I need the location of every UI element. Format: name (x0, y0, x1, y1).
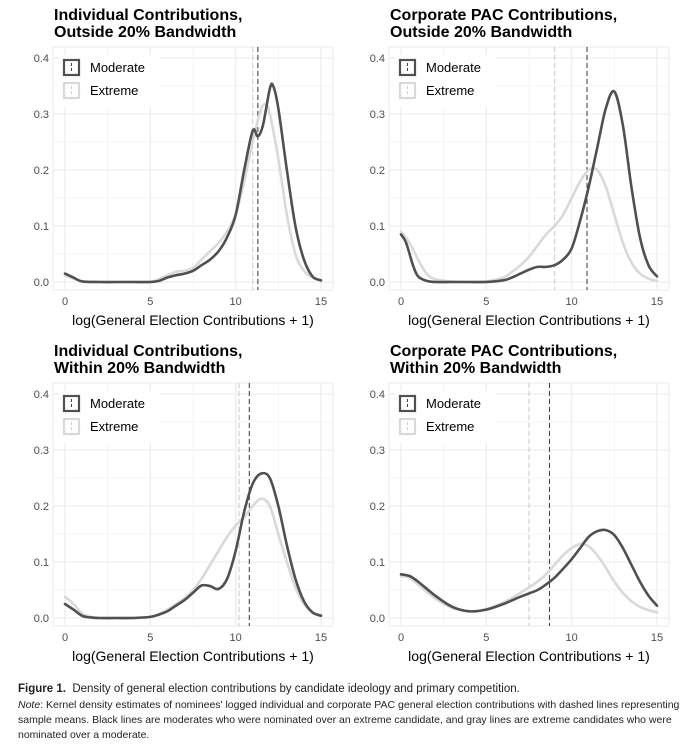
chart-title-line1: Corporate PAC Contributions, (390, 7, 617, 24)
legend-key-extreme (62, 417, 81, 436)
legend-label-moderate: Moderate (426, 60, 481, 75)
chart-panel-3: Individual Contributions,Within 20% Band… (34, 343, 334, 664)
figure-caption-text: Density of general election contribution… (72, 683, 520, 695)
y-tick-label: 0.0 (34, 277, 49, 289)
note-label: Note (18, 699, 41, 711)
density-line-moderate (399, 89, 659, 284)
legend-label-extreme: Extreme (426, 419, 474, 434)
legend-key-extreme (398, 81, 417, 100)
legend: Moderate Extreme (395, 391, 495, 443)
x-tick-label: 0 (62, 632, 68, 644)
x-axis-label: log(General Election Contributions + 1) (408, 648, 650, 664)
chart-title-line1: Individual Contributions, (54, 343, 242, 360)
chart-panel-2: Corporate PAC Contributions,Outside 20% … (370, 7, 670, 328)
legend: Moderate Extreme (59, 55, 159, 107)
y-tick-label: 0.1 (34, 557, 49, 569)
note-text: : Kernel density estimates of nominees' … (18, 699, 680, 741)
chart-panel-4: Corporate PAC Contributions,Within 20% B… (370, 343, 670, 664)
x-tick-label: 0 (398, 296, 404, 308)
density-line-moderate (399, 528, 659, 613)
legend-key-moderate (398, 394, 417, 413)
legend-label-moderate: Moderate (426, 396, 481, 411)
x-tick-label: 5 (147, 296, 153, 308)
y-tick-label: 0.1 (370, 221, 385, 233)
y-tick-label: 0.2 (370, 501, 385, 513)
y-tick-label: 0.4 (34, 53, 49, 65)
y-tick-label: 0.3 (34, 445, 49, 457)
y-tick-label: 0.0 (34, 613, 49, 625)
y-tick-label: 0.4 (34, 389, 49, 401)
x-tick-label: 5 (147, 632, 153, 644)
x-tick-label: 5 (483, 632, 489, 644)
y-tick-label: 0.3 (34, 109, 49, 121)
legend: Moderate Extreme (59, 391, 159, 443)
y-tick-label: 0.4 (370, 53, 385, 65)
density-line-moderate (63, 471, 323, 620)
x-axis-label: log(General Election Contributions + 1) (72, 312, 314, 328)
legend-label-extreme: Extreme (426, 83, 474, 98)
legend: Moderate Extreme (395, 55, 495, 107)
density-line-moderate (63, 82, 323, 284)
x-tick-label: 10 (230, 632, 242, 644)
figure-panels: Individual Contributions,Outside 20% Ban… (34, 7, 670, 664)
figure-label: Figure 1. (18, 683, 66, 695)
x-tick-label: 10 (566, 632, 578, 644)
y-tick-label: 0.3 (370, 445, 385, 457)
x-axis-label: log(General Election Contributions + 1) (72, 648, 314, 664)
legend-key-moderate (62, 394, 81, 413)
x-tick-label: 15 (651, 632, 663, 644)
x-tick-label: 10 (230, 296, 242, 308)
chart-title-line1: Individual Contributions, (54, 7, 242, 24)
x-tick-label: 15 (315, 296, 327, 308)
legend-label-moderate: Moderate (90, 60, 145, 75)
legend-key-extreme (398, 417, 417, 436)
legend-key-moderate (398, 58, 417, 77)
x-axis-label: log(General Election Contributions + 1) (408, 312, 650, 328)
y-tick-label: 0.3 (370, 109, 385, 121)
y-tick-label: 0.2 (34, 501, 49, 513)
y-tick-label: 0.1 (34, 221, 49, 233)
legend-label-moderate: Moderate (90, 396, 145, 411)
chart-title-line2: Within 20% Bandwidth (390, 360, 561, 377)
x-tick-label: 0 (62, 296, 68, 308)
x-tick-label: 10 (566, 296, 578, 308)
chart-panel-1: Individual Contributions,Outside 20% Ban… (34, 7, 334, 328)
y-tick-label: 0.0 (370, 277, 385, 289)
x-tick-label: 0 (398, 632, 404, 644)
y-tick-label: 0.2 (370, 165, 385, 177)
chart-title-line1: Corporate PAC Contributions, (390, 343, 617, 360)
figure-caption: Figure 1. Density of general election co… (18, 681, 682, 743)
y-tick-label: 0.1 (370, 557, 385, 569)
legend-label-extreme: Extreme (90, 83, 138, 98)
chart-title-line2: Within 20% Bandwidth (54, 360, 225, 377)
y-tick-label: 0.0 (370, 613, 385, 625)
y-tick-label: 0.4 (370, 389, 385, 401)
chart-title-line2: Outside 20% Bandwidth (54, 24, 236, 41)
density-line-extreme (399, 166, 659, 284)
legend-key-extreme (62, 81, 81, 100)
legend-key-moderate (62, 58, 81, 77)
y-tick-label: 0.2 (34, 165, 49, 177)
legend-label-extreme: Extreme (90, 419, 138, 434)
x-tick-label: 15 (315, 632, 327, 644)
x-tick-label: 15 (651, 296, 663, 308)
chart-title-line2: Outside 20% Bandwidth (390, 24, 572, 41)
x-tick-label: 5 (483, 296, 489, 308)
